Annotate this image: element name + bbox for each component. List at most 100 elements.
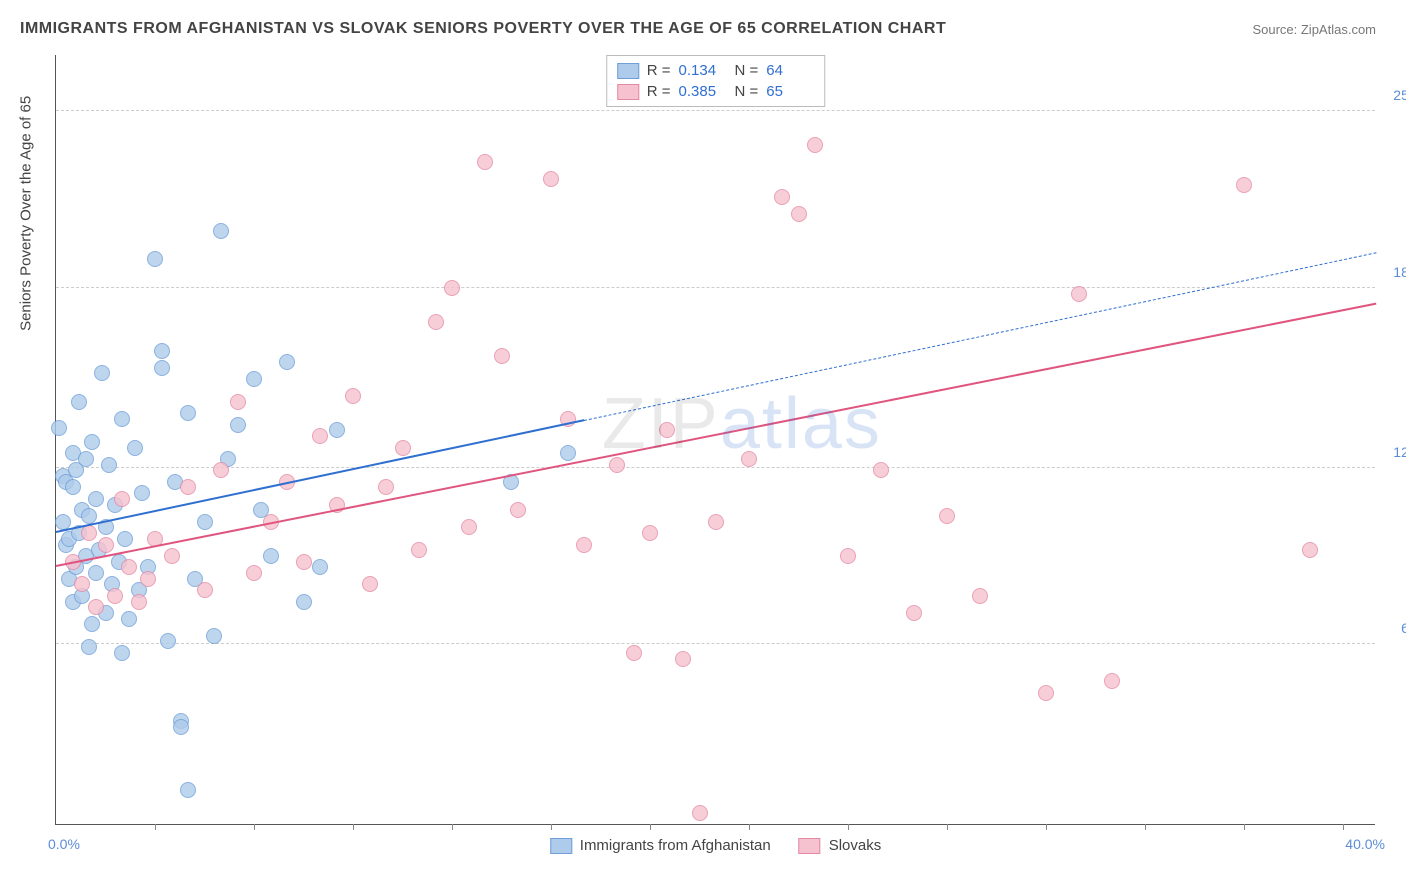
- data-point: [312, 428, 328, 444]
- x-tick: [749, 824, 750, 830]
- legend-n-value-afghan: 64: [766, 62, 814, 79]
- data-point: [428, 314, 444, 330]
- data-point: [88, 565, 104, 581]
- y-tick-label: 6.3%: [1401, 620, 1406, 636]
- legend-r-value-slovak: 0.385: [679, 83, 727, 100]
- data-point: [114, 411, 130, 427]
- data-point: [675, 651, 691, 667]
- data-point: [180, 405, 196, 421]
- data-point: [71, 394, 87, 410]
- data-point: [88, 599, 104, 615]
- data-point: [117, 531, 133, 547]
- legend-n-label: N =: [735, 83, 759, 100]
- data-point: [84, 616, 100, 632]
- x-tick: [1046, 824, 1047, 830]
- data-point: [101, 457, 117, 473]
- y-tick-label: 18.8%: [1393, 264, 1406, 280]
- data-point: [180, 479, 196, 495]
- data-point: [609, 457, 625, 473]
- legend-swatch-afghan: [617, 63, 639, 79]
- data-point: [147, 251, 163, 267]
- gridline: [56, 643, 1375, 644]
- data-point: [78, 451, 94, 467]
- data-point: [395, 440, 411, 456]
- data-point: [543, 171, 559, 187]
- legend-item: Immigrants from Afghanistan: [550, 837, 771, 854]
- data-point: [81, 525, 97, 541]
- data-point: [154, 360, 170, 376]
- data-point: [246, 371, 262, 387]
- scatter-chart: Seniors Poverty Over the Age of 65 0.0% …: [55, 55, 1375, 825]
- data-point: [345, 388, 361, 404]
- data-point: [51, 420, 67, 436]
- data-point: [127, 440, 143, 456]
- x-tick: [452, 824, 453, 830]
- chart-title: IMMIGRANTS FROM AFGHANISTAN VS SLOVAK SE…: [20, 20, 946, 38]
- data-point: [197, 514, 213, 530]
- data-point: [140, 571, 156, 587]
- legend-swatch-slovak: [799, 838, 821, 854]
- data-point: [362, 576, 378, 592]
- data-point: [659, 422, 675, 438]
- data-point: [230, 417, 246, 433]
- data-point: [65, 479, 81, 495]
- data-point: [461, 519, 477, 535]
- data-point: [1038, 685, 1054, 701]
- legend-n-label: N =: [735, 62, 759, 79]
- data-point: [230, 394, 246, 410]
- legend-swatch-afghan: [550, 838, 572, 854]
- data-point: [160, 633, 176, 649]
- x-tick: [1244, 824, 1245, 830]
- data-point: [213, 462, 229, 478]
- legend-label-afghan: Immigrants from Afghanistan: [580, 837, 771, 854]
- data-point: [246, 565, 262, 581]
- data-point: [741, 451, 757, 467]
- legend-row: R = 0.134 N = 64: [613, 60, 819, 81]
- data-point: [180, 782, 196, 798]
- data-point: [494, 348, 510, 364]
- data-point: [840, 548, 856, 564]
- legend-n-value-slovak: 65: [766, 83, 814, 100]
- correlation-legend: R = 0.134 N = 64 R = 0.385 N = 65: [606, 55, 826, 107]
- data-point: [121, 611, 137, 627]
- data-point: [296, 554, 312, 570]
- data-point: [378, 479, 394, 495]
- data-point: [1302, 542, 1318, 558]
- gridline: [56, 287, 1375, 288]
- data-point: [81, 639, 97, 655]
- x-tick: [947, 824, 948, 830]
- data-point: [121, 559, 137, 575]
- data-point: [114, 645, 130, 661]
- data-point: [154, 343, 170, 359]
- data-point: [94, 365, 110, 381]
- y-axis-title: Seniors Poverty Over the Age of 65: [18, 95, 35, 330]
- data-point: [626, 645, 642, 661]
- legend-r-value-afghan: 0.134: [679, 62, 727, 79]
- legend-r-label: R =: [647, 62, 671, 79]
- data-point: [906, 605, 922, 621]
- x-tick: [254, 824, 255, 830]
- data-point: [114, 491, 130, 507]
- data-point: [939, 508, 955, 524]
- data-point: [213, 223, 229, 239]
- series-legend: Immigrants from Afghanistan Slovaks: [550, 837, 881, 854]
- data-point: [88, 491, 104, 507]
- data-point: [444, 280, 460, 296]
- data-point: [329, 422, 345, 438]
- x-tick: [551, 824, 552, 830]
- data-point: [774, 189, 790, 205]
- data-point: [477, 154, 493, 170]
- data-point: [279, 354, 295, 370]
- legend-r-label: R =: [647, 83, 671, 100]
- gridline: [56, 110, 1375, 111]
- data-point: [692, 805, 708, 821]
- data-point: [807, 137, 823, 153]
- data-point: [576, 537, 592, 553]
- data-point: [107, 588, 123, 604]
- x-tick: [1343, 824, 1344, 830]
- data-point: [1071, 286, 1087, 302]
- data-point: [312, 559, 328, 575]
- data-point: [173, 719, 189, 735]
- x-tick: [1145, 824, 1146, 830]
- data-point: [510, 502, 526, 518]
